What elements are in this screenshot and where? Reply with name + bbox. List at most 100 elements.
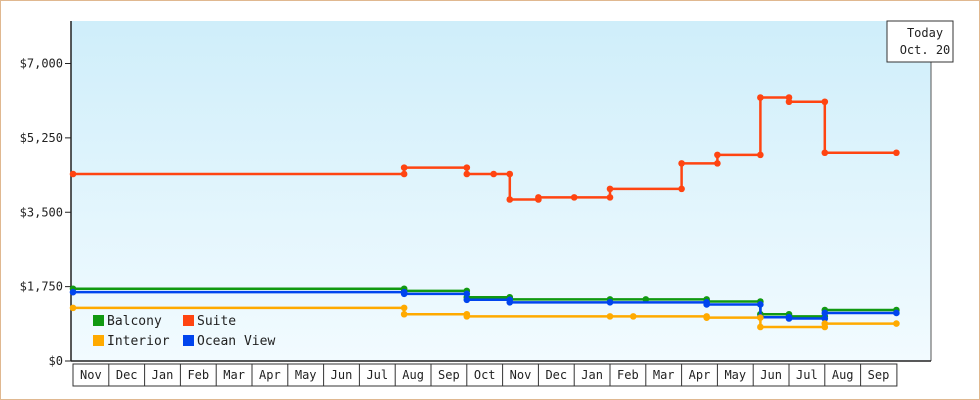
today-label: Today <box>907 26 943 40</box>
month-label: Feb <box>187 368 209 382</box>
data-point <box>400 170 408 178</box>
data-point <box>678 185 685 193</box>
series-line <box>73 287 897 318</box>
data-point <box>757 314 764 321</box>
month-label: Dec <box>545 368 567 382</box>
data-point <box>785 315 793 322</box>
data-point <box>463 296 471 304</box>
y-tick-label: $1,750 <box>20 280 63 294</box>
month-label: Apr <box>259 368 281 382</box>
legend-label: Ocean View <box>197 334 275 349</box>
month-label: Mar <box>653 368 675 382</box>
month-label: Sep <box>438 368 460 382</box>
data-point <box>490 170 497 178</box>
data-point <box>400 304 408 312</box>
data-point <box>785 98 793 106</box>
data-point <box>893 320 900 327</box>
legend-label: Interior <box>107 334 170 349</box>
legend-label: Suite <box>197 314 236 329</box>
legend-swatch <box>183 335 194 346</box>
legend-item: Interior <box>93 334 170 349</box>
month-label: Feb <box>617 368 639 382</box>
month-label: Apr <box>689 368 711 382</box>
legend-label: Balcony <box>107 314 162 329</box>
data-point <box>606 194 614 201</box>
y-tick-label: $5,250 <box>20 131 63 145</box>
legend-item: Suite <box>183 314 236 329</box>
data-point <box>757 151 764 159</box>
data-point <box>535 194 542 201</box>
today-box-border <box>886 20 954 63</box>
data-point <box>703 314 710 321</box>
series-suite <box>69 94 900 203</box>
data-point <box>714 160 721 167</box>
data-point <box>400 164 408 171</box>
y-tick-label: $7,000 <box>20 57 63 71</box>
data-point <box>400 310 408 318</box>
data-point <box>678 160 685 167</box>
data-point <box>757 94 764 101</box>
plot-area <box>71 21 931 361</box>
month-label: May <box>724 368 746 382</box>
month-label: Nov <box>510 368 532 382</box>
month-label: Aug <box>832 368 854 382</box>
month-label: Oct <box>474 368 496 382</box>
series-line <box>73 306 897 329</box>
month-label: Sep <box>868 368 890 382</box>
y-tick-label: $3,500 <box>20 205 63 219</box>
series-layer <box>69 94 900 331</box>
month-label: Dec <box>116 368 138 382</box>
data-point <box>570 194 578 201</box>
month-strip <box>72 363 898 387</box>
month-label: Mar <box>223 368 245 382</box>
month-label: Jan <box>152 368 174 382</box>
data-point <box>69 304 77 312</box>
data-point <box>642 296 650 303</box>
month-label: Jan <box>581 368 603 382</box>
data-point <box>606 185 614 193</box>
data-point <box>821 309 829 317</box>
data-point <box>757 323 764 331</box>
data-point <box>506 170 514 178</box>
data-point <box>506 299 514 306</box>
legend-item: Balcony <box>93 314 162 329</box>
data-point <box>69 170 77 178</box>
data-point <box>463 290 471 298</box>
data-point <box>757 301 764 308</box>
month-label: Jul <box>796 368 818 382</box>
x-axis: Nov Dec Jan Feb Mar Apr May Jun Jul Aug Sep Oct Nov D… <box>71 360 931 387</box>
month-label: Aug <box>402 368 424 382</box>
month-label: May <box>295 368 317 382</box>
data-point <box>893 149 900 157</box>
data-point <box>821 149 829 157</box>
series-interior <box>69 304 900 331</box>
data-point <box>821 320 829 327</box>
data-point <box>506 196 514 203</box>
data-point <box>400 290 408 298</box>
y-tick-label: $0 <box>49 354 63 368</box>
data-point <box>606 313 614 320</box>
data-point <box>463 313 471 320</box>
data-point <box>821 98 829 106</box>
data-point <box>463 164 471 171</box>
legend-swatch <box>93 335 104 346</box>
series-ocean-view <box>69 288 900 322</box>
data-point <box>703 301 710 308</box>
data-point <box>893 309 900 317</box>
y-axis-ticks: $0 $1,750 $3,500 $5,250 $7,000 <box>20 21 932 368</box>
data-point <box>629 313 637 320</box>
data-point <box>821 315 829 322</box>
month-label: Jul <box>366 368 388 382</box>
legend-swatch <box>183 315 194 326</box>
legend-item: Ocean View <box>183 334 275 349</box>
data-point <box>606 299 614 306</box>
today-date: Oct. 20 <box>900 43 951 57</box>
month-label: Jun <box>331 368 353 382</box>
data-point <box>714 151 721 159</box>
month-label: Jun <box>760 368 782 382</box>
data-point <box>463 170 471 178</box>
legend-swatch <box>93 315 104 326</box>
month-label: Nov <box>80 368 102 382</box>
